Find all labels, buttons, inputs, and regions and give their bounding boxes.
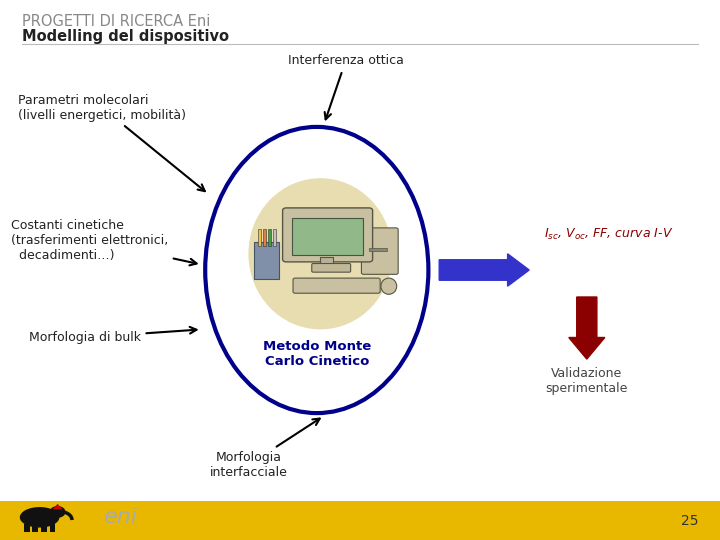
- FancyBboxPatch shape: [50, 524, 55, 532]
- Text: PROGETTI DI RICERCA Eni: PROGETTI DI RICERCA Eni: [22, 14, 210, 29]
- FancyBboxPatch shape: [0, 501, 720, 540]
- Text: Metodo Monte
Carlo Cinetico: Metodo Monte Carlo Cinetico: [263, 340, 371, 368]
- FancyBboxPatch shape: [293, 278, 380, 293]
- FancyBboxPatch shape: [24, 524, 30, 532]
- Ellipse shape: [19, 507, 60, 528]
- FancyBboxPatch shape: [273, 230, 276, 246]
- Ellipse shape: [248, 178, 392, 329]
- Text: Modelling del dispositivo: Modelling del dispositivo: [22, 29, 229, 44]
- FancyBboxPatch shape: [268, 230, 271, 246]
- FancyArrow shape: [439, 254, 529, 286]
- FancyBboxPatch shape: [312, 264, 351, 272]
- FancyBboxPatch shape: [361, 228, 398, 274]
- FancyBboxPatch shape: [41, 524, 47, 532]
- FancyBboxPatch shape: [254, 242, 279, 279]
- Text: Morfologia di bulk: Morfologia di bulk: [29, 327, 197, 344]
- FancyBboxPatch shape: [320, 256, 333, 265]
- Text: eni: eni: [104, 507, 138, 528]
- Text: Validazione
sperimentale: Validazione sperimentale: [546, 367, 628, 395]
- Ellipse shape: [381, 278, 397, 294]
- FancyBboxPatch shape: [369, 248, 387, 251]
- Ellipse shape: [50, 506, 66, 518]
- Text: Costanti cinetiche
(trasferimenti elettronici,
  decadimenti…): Costanti cinetiche (trasferimenti elettr…: [11, 219, 197, 265]
- Ellipse shape: [205, 127, 428, 413]
- Text: I$_{sc}$, V$_{oc}$, FF, curva I-V: I$_{sc}$, V$_{oc}$, FF, curva I-V: [544, 227, 673, 242]
- FancyBboxPatch shape: [32, 524, 38, 532]
- Polygon shape: [53, 504, 63, 509]
- FancyBboxPatch shape: [283, 208, 373, 262]
- FancyBboxPatch shape: [258, 230, 261, 246]
- Text: Parametri molecolari
(livelli energetici, mobilità): Parametri molecolari (livelli energetici…: [18, 93, 204, 191]
- Text: Morfologia
interfacciale: Morfologia interfacciale: [210, 418, 320, 479]
- Text: Interferenza ottica: Interferenza ottica: [288, 55, 403, 119]
- Text: 25: 25: [681, 514, 698, 528]
- FancyBboxPatch shape: [263, 230, 266, 246]
- FancyBboxPatch shape: [292, 218, 364, 255]
- FancyArrow shape: [569, 297, 605, 359]
